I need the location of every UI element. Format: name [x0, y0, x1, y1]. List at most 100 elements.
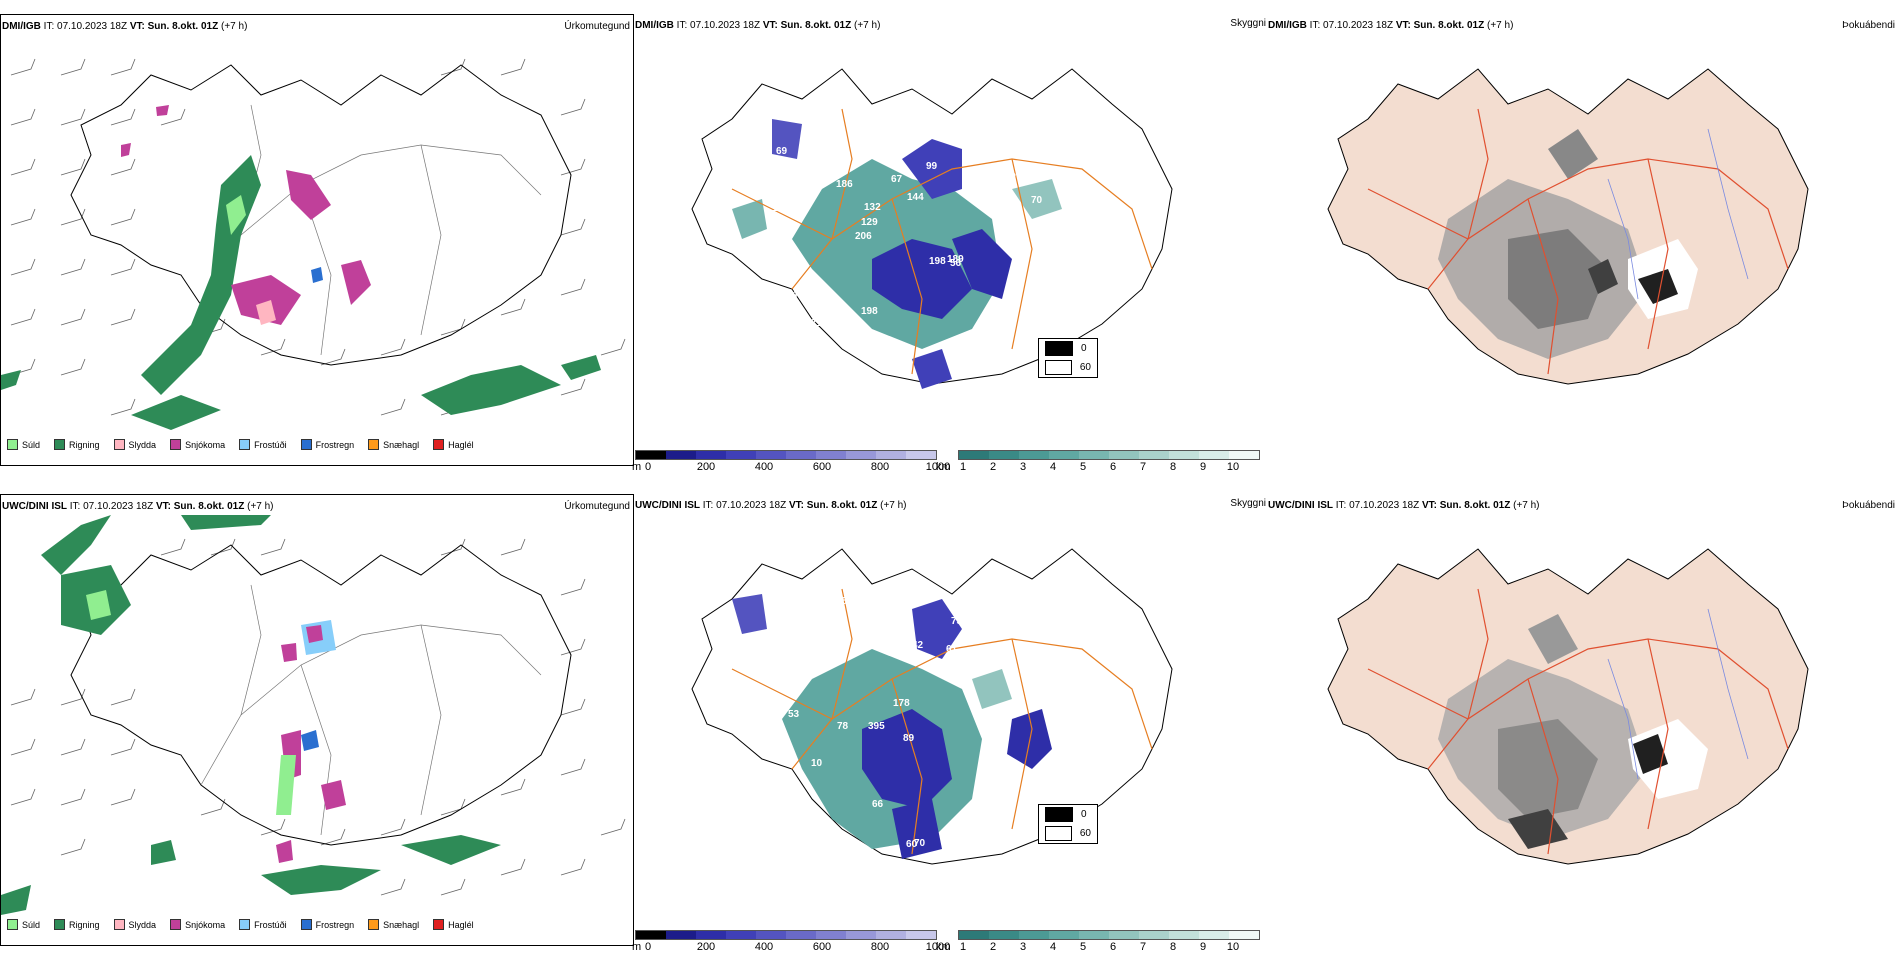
it-value: 07.10.2023 18Z — [1349, 500, 1420, 511]
colorbar-tick: 8 — [1169, 941, 1177, 953]
ceiling-label: 99 — [926, 161, 938, 172]
fog-title: Þokuábendi — [1842, 500, 1895, 511]
ceiling-label: 189 — [947, 254, 964, 265]
colorbar-tick: 200 — [696, 461, 716, 473]
ceiling-labels: 7475763958953676148421787468786070665654… — [767, 584, 1036, 850]
legend-swatch — [170, 439, 182, 450]
legend-item: Frostregn — [300, 919, 354, 930]
colorbar-tick: 4 — [1049, 941, 1057, 953]
visibility-panel-bottom: UWC/DINI ISL IT: 07.10.2023 18Z VT: Sun.… — [632, 494, 1268, 953]
legend-swatch — [433, 439, 445, 450]
fog-legend-label: 0 — [1081, 809, 1087, 820]
lead-time: (+7 h) — [854, 20, 881, 31]
colorbar-step — [666, 451, 696, 459]
legend-swatch — [239, 439, 251, 450]
colorbar-step — [816, 451, 846, 459]
panel-header: DMI/IGB IT: 07.10.2023 18Z VT: Sun. 8.ok… — [635, 20, 880, 32]
colorbar-tick: 800 — [870, 461, 890, 473]
colorbar-step — [1139, 931, 1169, 939]
vt-label: VT: — [1395, 20, 1411, 31]
colorbar-step — [816, 931, 846, 939]
legend-item: Snjókoma — [170, 919, 225, 930]
fog-legend: 0 60 — [1038, 338, 1098, 378]
colorbar-tick: 5 — [1079, 461, 1087, 473]
ceiling-label: 42 — [912, 640, 924, 651]
lead-time: (+7 h) — [247, 501, 274, 512]
colorbar-step — [756, 931, 786, 939]
legend-item: Frostúði — [239, 919, 287, 930]
colorbar-step — [1109, 931, 1139, 939]
colorbar-tick: 2 — [989, 461, 997, 473]
colorbar-tick: 600 — [812, 941, 832, 953]
ceiling-label: 83 — [786, 682, 798, 693]
fog-swatch — [1045, 826, 1072, 841]
lead-time: (+7 h) — [880, 500, 907, 511]
legend-swatch — [368, 919, 380, 930]
ceiling-colorbar — [635, 450, 937, 460]
colorbar-step — [636, 931, 666, 939]
ceiling-label: 67 — [767, 624, 779, 635]
ceiling-label: 85 — [946, 122, 958, 133]
ceiling-label: 78 — [760, 329, 772, 340]
legend-item: Súld — [7, 439, 40, 450]
rivers — [1607, 128, 1749, 300]
legend-label: Snjókoma — [185, 439, 226, 450]
colorbar-tick: 0 — [644, 461, 652, 473]
fog-panel-top: DMI/IGB IT: 07.10.2023 18Z VT: Sun. 8.ok… — [1038, 14, 1900, 464]
colorbar-unit: km — [936, 461, 951, 473]
fog-swatch — [1045, 341, 1073, 356]
legend-item: Snæhagl — [368, 919, 419, 930]
vt-label: VT: — [762, 20, 778, 31]
panel-header: UWC/DINI ISL IT: 07.10.2023 18Z VT: Sun.… — [2, 501, 274, 513]
vt-label: VT: — [788, 500, 804, 511]
colorbar-tick: 6 — [1109, 941, 1117, 953]
row-top: DMI/IGB IT: 07.10.2023 18Z VT: Sun. 8.ok… — [0, 0, 1900, 473]
ceiling-label: 70 — [1031, 195, 1043, 206]
ceiling-label: 207 — [978, 340, 995, 351]
model-name: DMI/IGB — [1268, 20, 1307, 31]
ceiling-label: 144 — [907, 192, 924, 203]
ceiling-label: 89 — [903, 733, 915, 744]
ceiling-label: 406 — [1006, 137, 1023, 148]
legend-swatch — [113, 919, 125, 930]
vt-value: Sun. 8.okt. 01Z — [1413, 20, 1485, 31]
ceiling-label: 76 — [1024, 689, 1036, 700]
colorbar-unit: km — [936, 941, 951, 953]
colorbar-step — [1079, 451, 1109, 459]
colorbar-tick: 9 — [1199, 461, 1207, 473]
ceiling-label: 78 — [837, 721, 849, 732]
colorbar-tick: 600 — [812, 461, 832, 473]
colorbar-step — [636, 451, 666, 459]
legend-swatch — [170, 919, 182, 930]
colorbar-step — [696, 931, 726, 939]
visibility-colorbar — [958, 450, 1260, 460]
legend-item: Slydda — [113, 439, 157, 450]
legend-swatch — [7, 919, 18, 930]
colorbar-step — [726, 451, 756, 459]
it-value: 07.10.2023 18Z — [1323, 20, 1394, 31]
ceiling-label: 129 — [772, 203, 789, 214]
legend-label: Frostúði — [254, 439, 287, 450]
visibility-title: Skyggni — [1230, 498, 1266, 509]
ceiling-label: 67 — [891, 174, 903, 185]
colorbar-step — [989, 451, 1019, 459]
colorbar-step — [786, 931, 816, 939]
model-name: UWC/DINI ISL — [635, 500, 700, 511]
colorbar-step — [1109, 451, 1139, 459]
legend-label: Súld — [22, 439, 41, 450]
colorbar-step — [1079, 931, 1109, 939]
colorbar-step — [906, 931, 936, 939]
legend-label: Slydda — [128, 439, 157, 450]
legend-swatch — [7, 439, 18, 450]
it-label: IT: — [43, 21, 55, 32]
colorbar-step — [1169, 931, 1199, 939]
model-name: UWC/DINI ISL — [1268, 500, 1333, 511]
colorbar-step — [726, 931, 756, 939]
legend-swatch — [113, 439, 125, 450]
legend-item: Rigning — [54, 439, 100, 450]
ceiling-label: 206 — [855, 231, 872, 242]
ceiling-label: 306 — [863, 148, 880, 159]
visibility-areas — [732, 594, 1052, 859]
precip-type-title: Úrkomutegund — [564, 21, 630, 32]
colorbar-step — [846, 451, 876, 459]
